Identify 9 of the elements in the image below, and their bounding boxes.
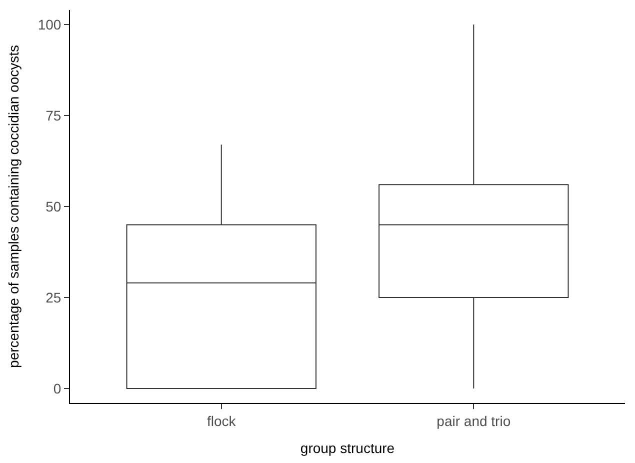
y-tick-label: 50 — [46, 198, 62, 214]
x-axis-title: group structure — [300, 440, 395, 456]
y-tick-label: 0 — [53, 380, 62, 396]
y-tick-label: 75 — [46, 107, 62, 124]
y-axis-title: percentage of samples containing coccidian oocysts — [5, 45, 22, 368]
y-tick-label: 25 — [46, 289, 62, 306]
x-tick-label: flock — [206, 412, 237, 429]
y-tick-label: 100 — [38, 16, 62, 32]
x-tick-label: pair and trio — [436, 412, 511, 429]
